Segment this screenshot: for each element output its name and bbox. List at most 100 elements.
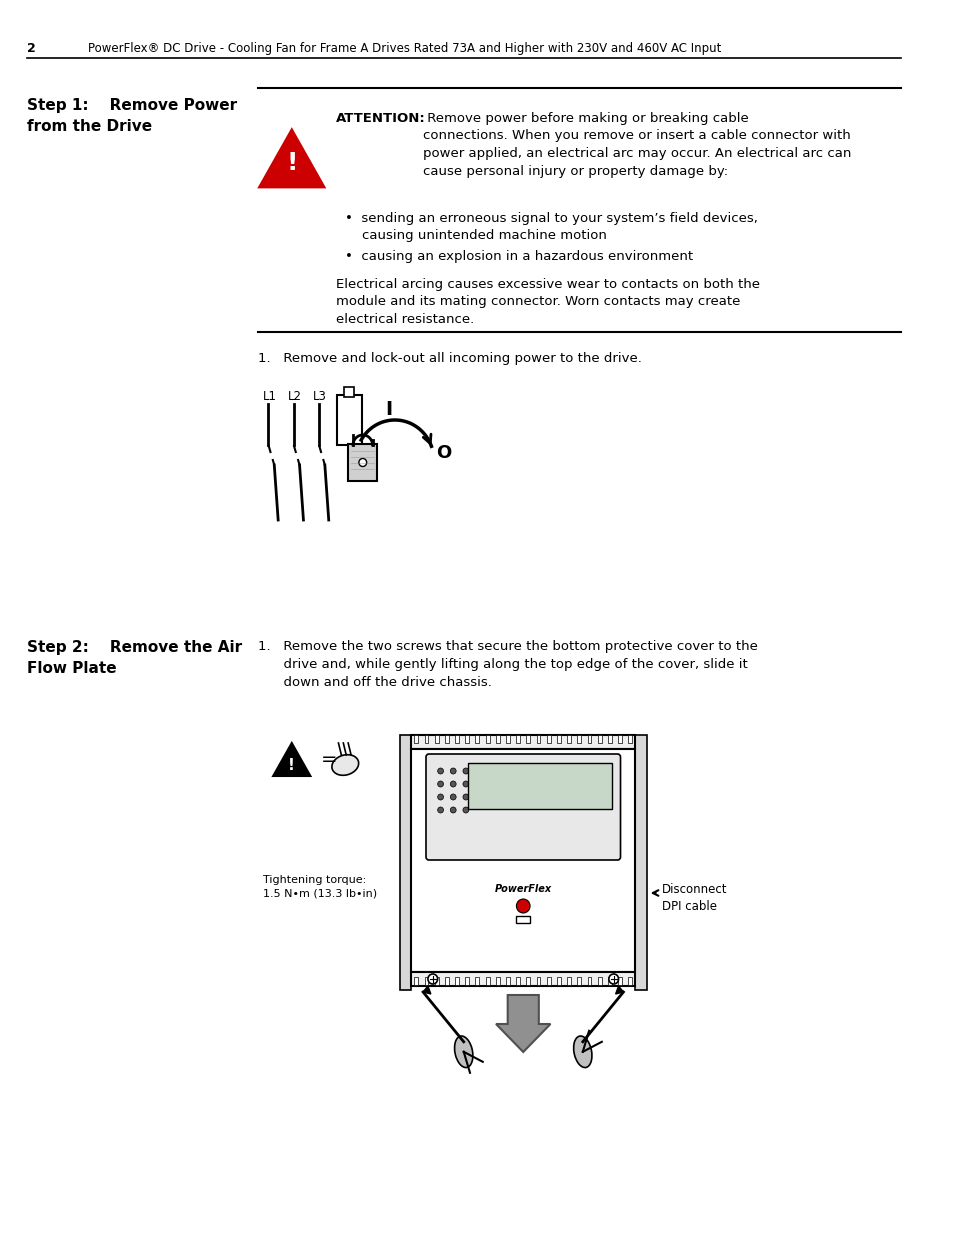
- FancyBboxPatch shape: [475, 977, 478, 986]
- FancyBboxPatch shape: [496, 977, 499, 986]
- FancyBboxPatch shape: [516, 977, 519, 986]
- FancyBboxPatch shape: [424, 735, 428, 743]
- FancyBboxPatch shape: [465, 977, 469, 986]
- Circle shape: [450, 794, 456, 800]
- Text: 2: 2: [28, 42, 36, 56]
- FancyBboxPatch shape: [628, 735, 632, 743]
- Circle shape: [516, 899, 530, 913]
- FancyBboxPatch shape: [411, 748, 635, 972]
- FancyBboxPatch shape: [526, 977, 530, 986]
- Text: ATTENTION:: ATTENTION:: [335, 112, 425, 125]
- FancyBboxPatch shape: [444, 735, 448, 743]
- FancyBboxPatch shape: [598, 735, 601, 743]
- FancyBboxPatch shape: [485, 735, 489, 743]
- FancyBboxPatch shape: [618, 977, 621, 986]
- FancyBboxPatch shape: [414, 735, 417, 743]
- Ellipse shape: [454, 1036, 473, 1067]
- FancyBboxPatch shape: [546, 977, 550, 986]
- FancyBboxPatch shape: [628, 977, 632, 986]
- Text: O: O: [436, 445, 451, 462]
- Circle shape: [462, 781, 468, 787]
- FancyBboxPatch shape: [435, 735, 438, 743]
- FancyBboxPatch shape: [455, 977, 458, 986]
- FancyBboxPatch shape: [635, 735, 646, 990]
- Text: •  sending an erroneous signal to your system’s field devices,
    causing unint: • sending an erroneous signal to your sy…: [345, 212, 758, 242]
- FancyBboxPatch shape: [516, 916, 530, 923]
- Circle shape: [437, 806, 443, 813]
- Circle shape: [462, 806, 468, 813]
- FancyBboxPatch shape: [411, 735, 635, 748]
- FancyBboxPatch shape: [455, 735, 458, 743]
- FancyBboxPatch shape: [414, 977, 417, 986]
- FancyBboxPatch shape: [546, 735, 550, 743]
- FancyBboxPatch shape: [577, 735, 580, 743]
- Text: Remove power before making or breaking cable
connections. When you remove or ins: Remove power before making or breaking c…: [422, 112, 851, 178]
- Polygon shape: [422, 986, 431, 994]
- FancyBboxPatch shape: [505, 735, 510, 743]
- FancyBboxPatch shape: [587, 977, 591, 986]
- Circle shape: [358, 458, 366, 467]
- FancyBboxPatch shape: [536, 977, 540, 986]
- Polygon shape: [273, 743, 310, 776]
- FancyBboxPatch shape: [536, 735, 540, 743]
- FancyBboxPatch shape: [336, 395, 361, 445]
- Polygon shape: [615, 986, 622, 994]
- FancyBboxPatch shape: [607, 735, 611, 743]
- Polygon shape: [259, 130, 324, 186]
- Circle shape: [450, 781, 456, 787]
- Circle shape: [437, 794, 443, 800]
- Circle shape: [462, 768, 468, 774]
- FancyBboxPatch shape: [465, 735, 469, 743]
- FancyBboxPatch shape: [505, 977, 510, 986]
- Text: Disconnect
DPI cable: Disconnect DPI cable: [661, 883, 727, 913]
- Text: Step 2:    Remove the Air
Flow Plate: Step 2: Remove the Air Flow Plate: [28, 640, 242, 676]
- Text: L1: L1: [262, 390, 276, 403]
- Text: PowerFlex® DC Drive - Cooling Fan for Frame A Drives Rated 73A and Higher with 2: PowerFlex® DC Drive - Cooling Fan for Fr…: [88, 42, 720, 56]
- Circle shape: [437, 768, 443, 774]
- FancyBboxPatch shape: [344, 387, 354, 396]
- FancyBboxPatch shape: [618, 735, 621, 743]
- Circle shape: [450, 806, 456, 813]
- FancyBboxPatch shape: [577, 977, 580, 986]
- FancyBboxPatch shape: [444, 977, 448, 986]
- Text: !: !: [286, 151, 297, 175]
- Circle shape: [608, 974, 618, 984]
- Text: PowerFlex: PowerFlex: [495, 884, 551, 894]
- Text: Step 1:    Remove Power
from the Drive: Step 1: Remove Power from the Drive: [28, 98, 237, 135]
- Circle shape: [462, 794, 468, 800]
- FancyBboxPatch shape: [399, 735, 411, 990]
- FancyBboxPatch shape: [567, 735, 571, 743]
- FancyBboxPatch shape: [426, 755, 619, 860]
- FancyBboxPatch shape: [348, 445, 377, 480]
- Text: 1.   Remove and lock-out all incoming power to the drive.: 1. Remove and lock-out all incoming powe…: [257, 352, 641, 366]
- Polygon shape: [496, 995, 550, 1052]
- FancyBboxPatch shape: [587, 735, 591, 743]
- Ellipse shape: [573, 1036, 591, 1067]
- Circle shape: [428, 974, 437, 984]
- Text: •  causing an explosion in a hazardous environment: • causing an explosion in a hazardous en…: [345, 249, 693, 263]
- Text: L3: L3: [313, 390, 327, 403]
- Text: I: I: [385, 400, 392, 419]
- FancyBboxPatch shape: [485, 977, 489, 986]
- FancyBboxPatch shape: [557, 977, 560, 986]
- Text: Electrical arcing causes excessive wear to contacts on both the
module and its m: Electrical arcing causes excessive wear …: [335, 278, 759, 326]
- Text: L2: L2: [288, 390, 301, 403]
- FancyBboxPatch shape: [557, 735, 560, 743]
- FancyBboxPatch shape: [516, 735, 519, 743]
- FancyBboxPatch shape: [435, 977, 438, 986]
- FancyBboxPatch shape: [607, 977, 611, 986]
- Circle shape: [450, 768, 456, 774]
- FancyBboxPatch shape: [526, 735, 530, 743]
- FancyBboxPatch shape: [424, 977, 428, 986]
- FancyBboxPatch shape: [598, 977, 601, 986]
- FancyBboxPatch shape: [467, 763, 611, 809]
- FancyBboxPatch shape: [567, 977, 571, 986]
- Text: =: =: [320, 751, 337, 769]
- Text: 1.   Remove the two screws that secure the bottom protective cover to the
      : 1. Remove the two screws that secure the…: [257, 640, 757, 689]
- Text: !: !: [288, 757, 294, 773]
- Text: Tightening torque:
1.5 N•m (13.3 lb•in): Tightening torque: 1.5 N•m (13.3 lb•in): [262, 876, 376, 898]
- Circle shape: [437, 781, 443, 787]
- FancyBboxPatch shape: [475, 735, 478, 743]
- FancyBboxPatch shape: [411, 972, 635, 986]
- FancyBboxPatch shape: [496, 735, 499, 743]
